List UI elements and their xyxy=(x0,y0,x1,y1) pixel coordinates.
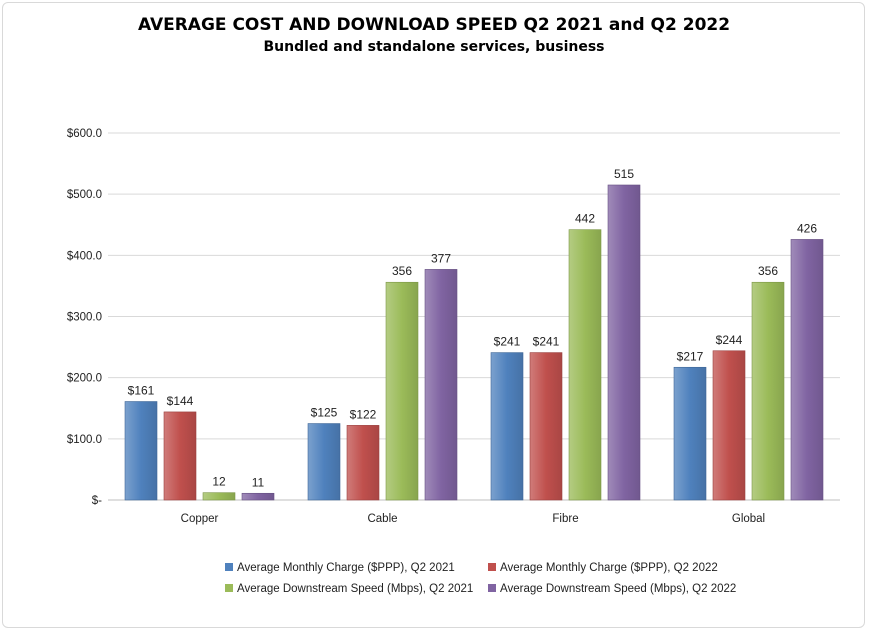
x-tick-label: Global xyxy=(732,513,765,525)
legend-swatch xyxy=(225,584,233,592)
data-label: 12 xyxy=(212,475,226,489)
data-label: 515 xyxy=(614,167,634,181)
bars xyxy=(124,184,824,501)
legend-label: Average Downstream Speed (Mbps), Q2 2022 xyxy=(500,583,736,595)
x-tick-label: Copper xyxy=(181,513,219,525)
y-tick-label: $500.0 xyxy=(67,189,102,201)
y-tick-label: $- xyxy=(92,495,102,507)
legend-label: Average Monthly Charge ($PPP), Q2 2022 xyxy=(500,562,718,574)
data-label: $241 xyxy=(494,335,521,349)
bar xyxy=(673,366,707,501)
legend-swatch xyxy=(225,563,233,571)
data-labels: $161 $144 12 11 $125 $122 356 377 $241 $241 442 515… xyxy=(128,167,818,489)
data-label: 426 xyxy=(797,221,817,235)
y-tick-label: $300.0 xyxy=(67,312,102,324)
bar xyxy=(346,425,380,501)
data-label: 442 xyxy=(575,212,595,226)
data-label: $244 xyxy=(716,333,743,347)
bar xyxy=(751,281,785,501)
data-label: 11 xyxy=(252,475,265,489)
bar xyxy=(490,352,524,501)
bar xyxy=(568,229,602,501)
legend-label: Average Downstream Speed (Mbps), Q2 2021 xyxy=(237,583,473,595)
bar xyxy=(529,352,563,501)
data-label: $122 xyxy=(350,407,377,421)
legend-swatch xyxy=(488,563,496,571)
bar xyxy=(307,423,341,501)
bar xyxy=(385,281,419,501)
bar xyxy=(607,184,641,501)
data-label: 356 xyxy=(392,264,412,278)
bar xyxy=(712,350,746,501)
data-label: 356 xyxy=(758,264,778,278)
data-label: 377 xyxy=(431,251,451,265)
data-label: $241 xyxy=(533,335,560,349)
bar xyxy=(424,269,458,501)
legend: Average Monthly Charge ($PPP), Q2 2021 Av… xyxy=(225,562,736,595)
axes: $- $100.0 $200.0 $300.0 $400.0 $500.0 $600.0 Co… xyxy=(67,128,765,525)
bar xyxy=(163,411,197,501)
chart-subtitle: Bundled and standalone services, busines… xyxy=(263,39,604,55)
data-label: $144 xyxy=(167,394,194,408)
x-tick-label: Fibre xyxy=(552,513,578,525)
x-tick-label: Cable xyxy=(367,513,397,525)
y-tick-label: $100.0 xyxy=(67,434,102,446)
chart-title: AVERAGE COST AND DOWNLOAD SPEED Q2 2021 … xyxy=(138,15,730,35)
bar xyxy=(790,239,824,501)
legend-label: Average Monthly Charge ($PPP), Q2 2021 xyxy=(237,562,455,574)
y-tick-label: $400.0 xyxy=(67,250,102,262)
data-label: $125 xyxy=(311,406,338,420)
legend-swatch xyxy=(488,584,496,592)
data-label: $161 xyxy=(128,384,155,398)
y-tick-label: $200.0 xyxy=(67,373,102,385)
bar xyxy=(241,492,275,501)
bar xyxy=(202,492,236,501)
data-label: $217 xyxy=(677,349,704,363)
y-tick-label: $600.0 xyxy=(67,128,102,140)
bar xyxy=(124,401,158,501)
